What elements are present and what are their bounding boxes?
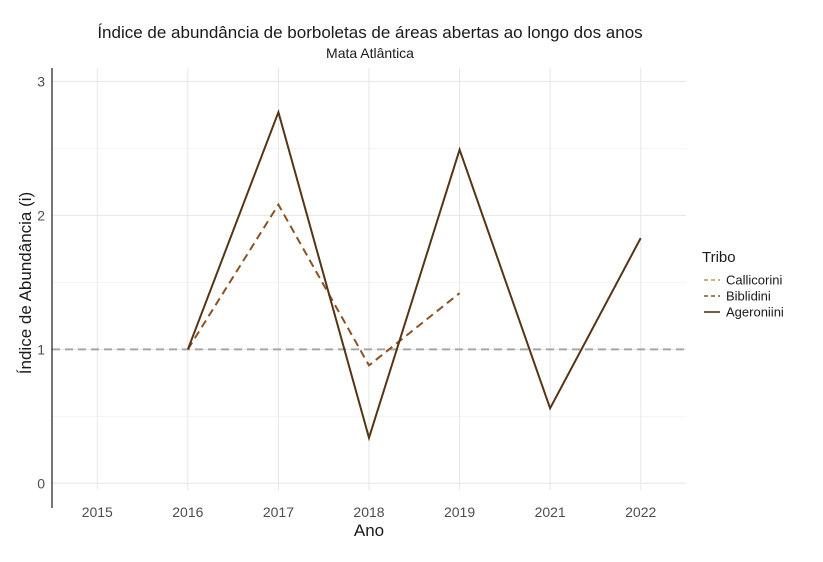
series-line-ageroniini — [186, 109, 642, 442]
legend-title: Tribo — [702, 249, 736, 266]
series-line-biblidini — [187, 202, 461, 367]
chart-title: Índice de abundância de borboletas de ár… — [97, 23, 642, 42]
y-tick-label: 3 — [37, 73, 45, 89]
x-tick-label: 2017 — [263, 504, 294, 520]
y-tick-label: 0 — [37, 475, 45, 491]
legend-label-ageroniini: Ageroniini — [726, 305, 784, 320]
axes-group: 0 1 2 3 2015 2016 2017 2018 2019 2021 2022 — [37, 68, 656, 520]
x-tick-label: 2015 — [82, 504, 113, 520]
y-tick-label: 2 — [37, 207, 45, 223]
y-axis-title: Índice de Abundância (i) — [16, 192, 35, 374]
x-tick-label: 2016 — [172, 504, 203, 520]
x-tick-label: 2019 — [444, 504, 475, 520]
chart-subtitle: Mata Atlântica — [326, 45, 414, 61]
x-tick-label: 2018 — [353, 504, 384, 520]
x-tick-label: 2021 — [535, 504, 566, 520]
x-axis-title: Ano — [354, 521, 384, 540]
legend-label-biblidini: Biblidini — [726, 289, 771, 304]
x-tick-label: 2022 — [625, 504, 656, 520]
legend-label-callicorini: Callicorini — [726, 273, 782, 288]
series-group — [186, 109, 642, 442]
y-tick-label: 1 — [37, 341, 45, 357]
grid — [52, 68, 686, 490]
